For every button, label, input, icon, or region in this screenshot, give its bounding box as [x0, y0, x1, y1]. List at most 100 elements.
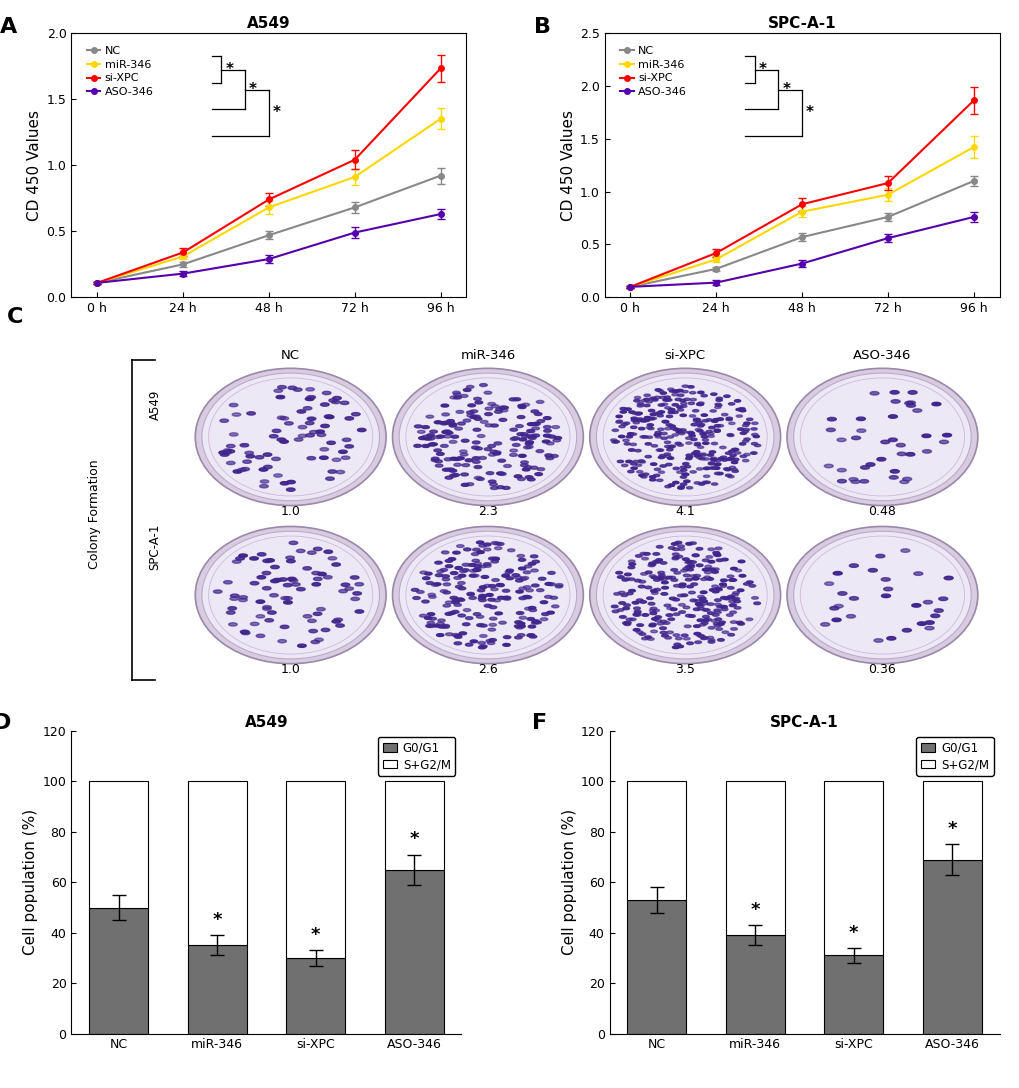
Text: 4.1: 4.1 [675, 505, 694, 518]
Circle shape [476, 541, 483, 544]
Circle shape [832, 618, 841, 621]
Circle shape [462, 463, 469, 467]
Circle shape [906, 401, 914, 405]
Circle shape [702, 458, 708, 460]
Circle shape [687, 385, 693, 388]
Circle shape [279, 440, 288, 443]
Circle shape [441, 551, 448, 554]
Circle shape [298, 644, 306, 647]
Circle shape [420, 571, 427, 573]
Circle shape [434, 561, 442, 564]
Circle shape [684, 561, 691, 564]
Circle shape [621, 465, 628, 467]
Circle shape [455, 585, 463, 589]
Circle shape [326, 441, 335, 445]
Circle shape [651, 398, 657, 401]
Circle shape [637, 405, 643, 407]
Legend: G0/G1, S+G2/M: G0/G1, S+G2/M [378, 737, 455, 776]
Legend: NC, miR-346, si-XPC, ASO-346: NC, miR-346, si-XPC, ASO-346 [85, 44, 156, 100]
Text: si-XPC: si-XPC [664, 349, 705, 362]
Circle shape [648, 562, 655, 565]
Circle shape [488, 628, 495, 631]
Ellipse shape [793, 531, 970, 659]
Circle shape [472, 548, 480, 552]
Circle shape [672, 556, 679, 559]
Circle shape [479, 384, 487, 386]
Circle shape [657, 428, 663, 431]
Circle shape [526, 589, 533, 592]
Bar [922, 860, 981, 1034]
Circle shape [474, 477, 481, 480]
Circle shape [672, 553, 679, 556]
Circle shape [665, 614, 673, 617]
Circle shape [544, 595, 551, 598]
Circle shape [707, 432, 713, 435]
Circle shape [654, 435, 660, 438]
Circle shape [667, 388, 674, 391]
Circle shape [550, 455, 557, 457]
Circle shape [525, 475, 532, 479]
Circle shape [938, 441, 948, 444]
Circle shape [331, 562, 340, 566]
Circle shape [335, 623, 344, 627]
Circle shape [667, 411, 674, 413]
Circle shape [526, 430, 534, 432]
Circle shape [522, 404, 529, 406]
Circle shape [648, 564, 655, 566]
Circle shape [701, 420, 708, 422]
Circle shape [540, 618, 547, 620]
Circle shape [672, 390, 678, 393]
Circle shape [717, 639, 723, 641]
Circle shape [680, 405, 686, 408]
Circle shape [500, 406, 507, 409]
Circle shape [534, 472, 542, 475]
Circle shape [521, 435, 529, 437]
Circle shape [655, 412, 661, 415]
Circle shape [697, 595, 703, 598]
Circle shape [223, 581, 232, 584]
Circle shape [685, 457, 691, 460]
Circle shape [616, 608, 624, 611]
Circle shape [667, 484, 674, 486]
Circle shape [521, 461, 528, 463]
Circle shape [666, 448, 673, 450]
Circle shape [677, 545, 684, 547]
Circle shape [702, 568, 708, 571]
Circle shape [696, 619, 703, 621]
Circle shape [727, 434, 733, 436]
Circle shape [481, 576, 488, 579]
Circle shape [649, 417, 656, 420]
Circle shape [436, 435, 444, 438]
Circle shape [698, 483, 704, 485]
Circle shape [708, 461, 714, 465]
Circle shape [312, 583, 320, 586]
Circle shape [644, 586, 651, 589]
Circle shape [494, 547, 501, 549]
Circle shape [713, 553, 719, 556]
Circle shape [532, 434, 539, 437]
Circle shape [700, 432, 706, 434]
Circle shape [502, 597, 511, 601]
Circle shape [311, 641, 319, 644]
Circle shape [631, 417, 637, 420]
Circle shape [516, 611, 524, 615]
Circle shape [913, 572, 922, 576]
Circle shape [700, 599, 707, 603]
Circle shape [690, 599, 696, 602]
Circle shape [618, 435, 625, 437]
Circle shape [483, 548, 490, 551]
Circle shape [431, 583, 438, 586]
Circle shape [728, 422, 735, 424]
Circle shape [711, 570, 717, 573]
Circle shape [485, 424, 492, 426]
Circle shape [636, 598, 642, 602]
Circle shape [477, 434, 484, 437]
Bar [922, 781, 981, 860]
Circle shape [643, 398, 649, 400]
Circle shape [422, 435, 429, 438]
Circle shape [516, 626, 523, 629]
Circle shape [644, 456, 651, 458]
Text: 2.6: 2.6 [478, 664, 497, 677]
Circle shape [448, 558, 455, 560]
Circle shape [238, 554, 248, 557]
